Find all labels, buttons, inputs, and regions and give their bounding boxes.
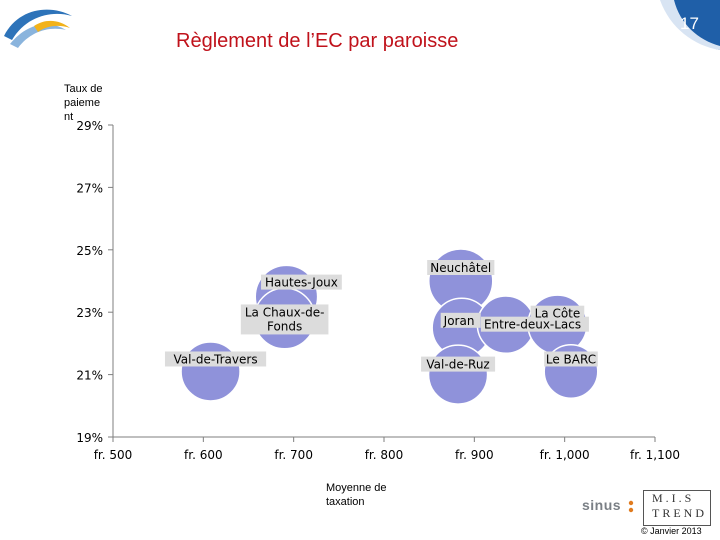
x-tick-label: fr. 1,100 [630,448,680,462]
x-tick-label: fr. 800 [365,448,404,462]
bubble [427,344,489,405]
y-axis-label-line: paieme [64,97,101,109]
bubble-label: Hautes-Joux [265,276,338,290]
x-tick-label: fr. 900 [455,448,494,462]
slide-title: Règlement de l’EC par paroisse [176,30,459,52]
bubble-label-bg [240,304,329,335]
bubble-label-bg [261,274,342,290]
bubble-label-bg [421,356,496,372]
x-axis-label: Moyenne de taxation [326,482,387,508]
x-tick-label: fr. 500 [94,448,133,462]
sinus-logo: sinus [582,497,622,513]
bubble-label-bg [427,260,495,275]
mis-trend-logo-bottom: TREND [652,506,707,520]
bubble-label: Joran [443,314,475,328]
mis-trend-logo [643,490,711,526]
sinus-logo-dots-icon [628,500,634,513]
page-number: 17 [680,14,699,33]
logo-swoosh-blue [4,9,72,40]
bubble-label: La Côte [535,307,581,321]
bubble-label-bg [164,351,267,367]
bubble-label-bg [544,351,598,367]
page-number-badge [660,0,720,50]
bubble-label-bg [440,312,481,328]
bubble-label-bg [530,305,585,321]
bubble [180,341,241,402]
parish-logo [4,9,72,48]
y-tick-label: 21% [76,369,103,383]
x-tick-label: fr. 600 [184,448,223,462]
x-tick-label: fr. 700 [274,448,313,462]
bubble-label: Fonds [267,319,302,333]
y-tick-label: 25% [76,244,103,258]
y-axis-label-line: Taux de [64,83,103,95]
y-axis-label-line: nt [64,111,74,123]
y-tick-label: 23% [76,306,103,320]
y-axis-label: Taux de paieme nt [64,82,116,124]
bubble-label: Val-de-Travers [174,352,258,366]
x-tick-label: fr. 1,000 [540,448,590,462]
y-tick-label: 29% [76,119,103,133]
bubble-label: Entre-deux-Lacs [484,318,581,332]
mis-trend-logo-top: M.I.S [652,491,695,505]
bubble-label: Neuchâtel [430,261,491,275]
logo-swoosh-yellow [34,20,70,32]
y-tick-label: 27% [76,181,103,195]
bubble-label: Val-de-Ruz [426,358,489,372]
bubble-label: La Chaux-de- [245,305,325,319]
y-tick-label: 19% [76,431,103,445]
copyright: © Janvier 2013 [641,526,702,536]
bubble-label: Le BARC [546,352,596,366]
